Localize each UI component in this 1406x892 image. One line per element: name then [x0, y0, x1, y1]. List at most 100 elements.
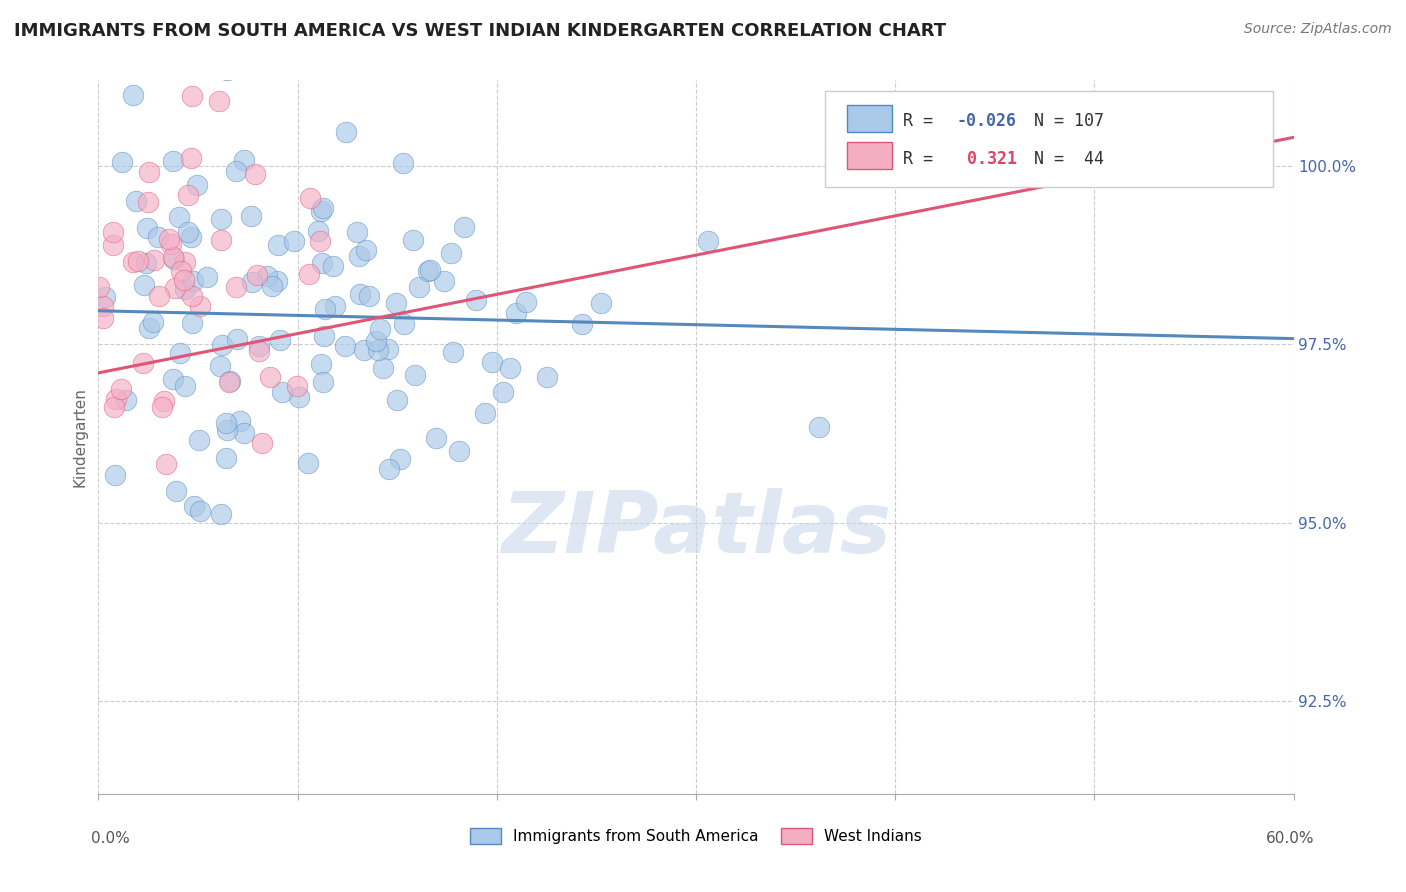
Point: [449, 444, 471, 458]
Point: [101, 225, 124, 239]
Point: [176, 188, 198, 202]
Point: [298, 191, 321, 205]
Point: [183, 499, 205, 513]
Point: [441, 345, 464, 359]
Point: [91, 310, 114, 325]
Point: [180, 151, 202, 165]
Point: [402, 233, 425, 247]
Point: [536, 369, 558, 384]
FancyBboxPatch shape: [846, 105, 891, 132]
Point: [180, 89, 202, 103]
Point: [188, 504, 211, 518]
Point: [259, 370, 281, 384]
Point: [148, 289, 170, 303]
Point: [153, 394, 176, 409]
Point: [433, 274, 456, 288]
Point: [103, 401, 125, 415]
Point: [170, 264, 193, 278]
Point: [165, 483, 187, 498]
Point: [163, 252, 186, 266]
Point: [307, 224, 329, 238]
Point: [173, 255, 195, 269]
Point: [217, 423, 239, 437]
Point: [124, 194, 146, 208]
Point: [256, 268, 278, 283]
Point: [267, 238, 290, 252]
Text: 60.0%: 60.0%: [1267, 831, 1315, 846]
Text: N = 107: N = 107: [1035, 112, 1104, 130]
Point: [110, 382, 132, 396]
Point: [425, 431, 447, 445]
Point: [127, 253, 149, 268]
Point: [262, 279, 284, 293]
Point: [218, 375, 240, 389]
Point: [807, 419, 830, 434]
Point: [188, 300, 211, 314]
Point: [368, 322, 391, 336]
Point: [408, 280, 430, 294]
Point: [121, 255, 143, 269]
Point: [214, 62, 236, 76]
Point: [169, 346, 191, 360]
Point: [349, 287, 371, 301]
Point: [288, 390, 311, 404]
Point: [104, 468, 127, 483]
Point: [180, 316, 202, 330]
Point: [247, 344, 270, 359]
Point: [150, 400, 173, 414]
Text: ZIPatlas: ZIPatlas: [501, 488, 891, 572]
Point: [181, 273, 204, 287]
Point: [250, 435, 273, 450]
Point: [186, 178, 208, 192]
Point: [392, 317, 415, 331]
Point: [195, 269, 218, 284]
Point: [180, 230, 202, 244]
Point: [239, 209, 262, 223]
Y-axis label: Kindergarten: Kindergarten: [72, 387, 87, 487]
Point: [389, 452, 412, 467]
Point: [453, 220, 475, 235]
Point: [346, 226, 368, 240]
Point: [180, 289, 202, 303]
Point: [270, 384, 292, 399]
Point: [160, 237, 183, 252]
Point: [225, 163, 247, 178]
Point: [312, 376, 335, 390]
Point: [266, 274, 288, 288]
Point: [311, 201, 333, 215]
FancyBboxPatch shape: [846, 143, 891, 169]
Point: [312, 328, 335, 343]
Text: Source: ZipAtlas.com: Source: ZipAtlas.com: [1244, 22, 1392, 37]
Point: [314, 301, 336, 316]
Point: [515, 294, 537, 309]
Point: [174, 379, 197, 393]
Point: [387, 392, 409, 407]
Point: [138, 165, 160, 179]
Point: [353, 343, 375, 358]
Point: [297, 456, 319, 470]
Point: [499, 361, 522, 376]
Point: [367, 343, 389, 357]
Point: [298, 268, 321, 282]
Point: [138, 321, 160, 335]
FancyBboxPatch shape: [825, 91, 1274, 187]
Point: [209, 211, 232, 226]
Point: [309, 357, 332, 371]
Point: [208, 94, 231, 108]
Point: [247, 339, 270, 353]
Point: [101, 238, 124, 252]
Point: [111, 155, 134, 169]
Point: [163, 281, 186, 295]
Point: [269, 333, 291, 347]
Point: [229, 414, 252, 428]
Point: [157, 231, 180, 245]
Point: [122, 88, 145, 103]
Point: [309, 235, 332, 249]
Point: [225, 280, 247, 294]
Point: [209, 233, 232, 247]
Point: [162, 154, 184, 169]
Point: [134, 277, 156, 292]
Point: [136, 221, 159, 235]
Point: [322, 259, 344, 273]
Point: [418, 264, 440, 278]
